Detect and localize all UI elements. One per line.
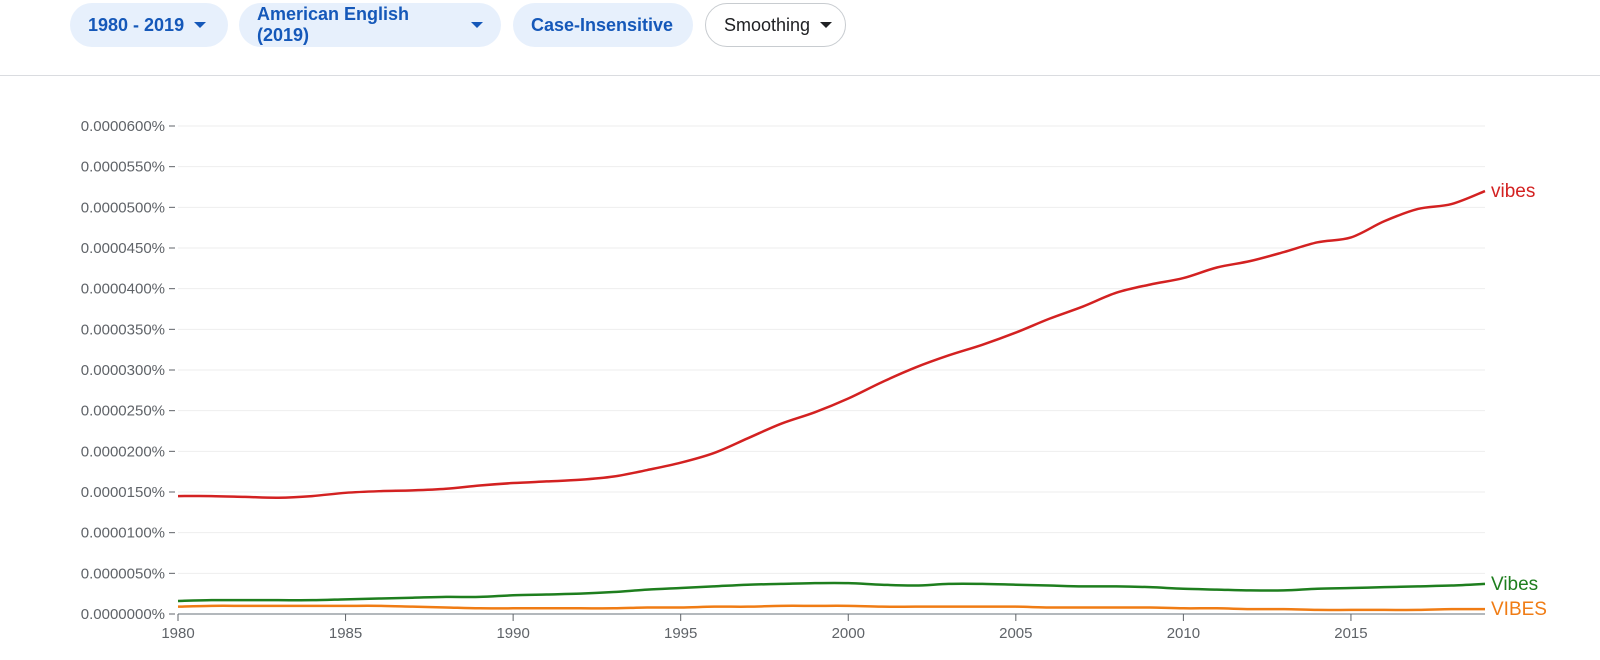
corpus-dropdown[interactable]: American English (2019) <box>239 3 501 47</box>
y-tick-label: 0.0000350% <box>81 321 165 338</box>
y-tick-label: 0.0000150% <box>81 484 165 501</box>
x-tick-label: 2015 <box>1334 625 1367 642</box>
series-label-Vibes: Vibes <box>1491 574 1538 595</box>
series-line-Vibes[interactable] <box>177 581 1486 603</box>
axes: 0.0000000% 0.0000050% 0.0000100% 0.0000150%… <box>81 118 1485 642</box>
x-tick-label: 1995 <box>664 625 697 642</box>
y-tick-label: 0.0000100% <box>81 525 165 542</box>
case-insensitive-toggle[interactable]: Case-Insensitive <box>513 3 693 47</box>
series-label-VIBES: VIBES <box>1491 599 1547 620</box>
x-tick-label: 1990 <box>496 625 529 642</box>
y-tick-label: 0.0000600% <box>81 118 165 135</box>
series-labels: vibes Vibes VIBES <box>1491 181 1547 620</box>
corpus-label: American English (2019) <box>257 4 410 45</box>
chevron-down-icon <box>471 22 483 28</box>
y-tick-label: 0.0000250% <box>81 403 165 420</box>
x-tick-label: 2010 <box>1167 625 1200 642</box>
ngram-line-chart: 0.0000000% 0.0000050% 0.0000100% 0.0000150%… <box>81 118 1547 642</box>
y-tick-label: 0.0000300% <box>81 362 165 379</box>
filter-toolbar: 1980 - 2019 American English (2019) Case… <box>0 0 1600 76</box>
x-tick-label: 2000 <box>832 625 865 642</box>
series-line-vibes[interactable] <box>177 189 1486 499</box>
y-tick-label: 0.0000550% <box>81 159 165 176</box>
case-label: Case-Insensitive <box>531 14 674 35</box>
y-tick-label: 0.0000050% <box>81 565 165 582</box>
chevron-down-icon <box>194 22 207 28</box>
series-line-VIBES[interactable] <box>177 604 1486 612</box>
series-lines <box>177 189 1486 612</box>
smoothing-label: Smoothing <box>724 14 811 35</box>
year-range-dropdown[interactable]: 1980 - 2019 <box>70 3 228 47</box>
y-tick-label: 0.0000450% <box>81 240 165 257</box>
y-tick-label: 0.0000200% <box>81 443 165 460</box>
x-tick-label: 2005 <box>999 625 1032 642</box>
y-tick-label: 0.0000000% <box>81 606 165 623</box>
year-range-label: 1980 - 2019 <box>88 14 185 35</box>
chevron-down-icon <box>820 22 833 28</box>
y-tick-label: 0.0000400% <box>81 281 165 298</box>
series-label-vibes: vibes <box>1491 181 1535 202</box>
smoothing-dropdown[interactable]: Smoothing <box>705 3 846 47</box>
x-tick-label: 1980 <box>161 625 194 642</box>
gridlines <box>178 125 1485 574</box>
y-tick-label: 0.0000500% <box>81 199 165 216</box>
x-tick-label: 1985 <box>329 625 362 642</box>
